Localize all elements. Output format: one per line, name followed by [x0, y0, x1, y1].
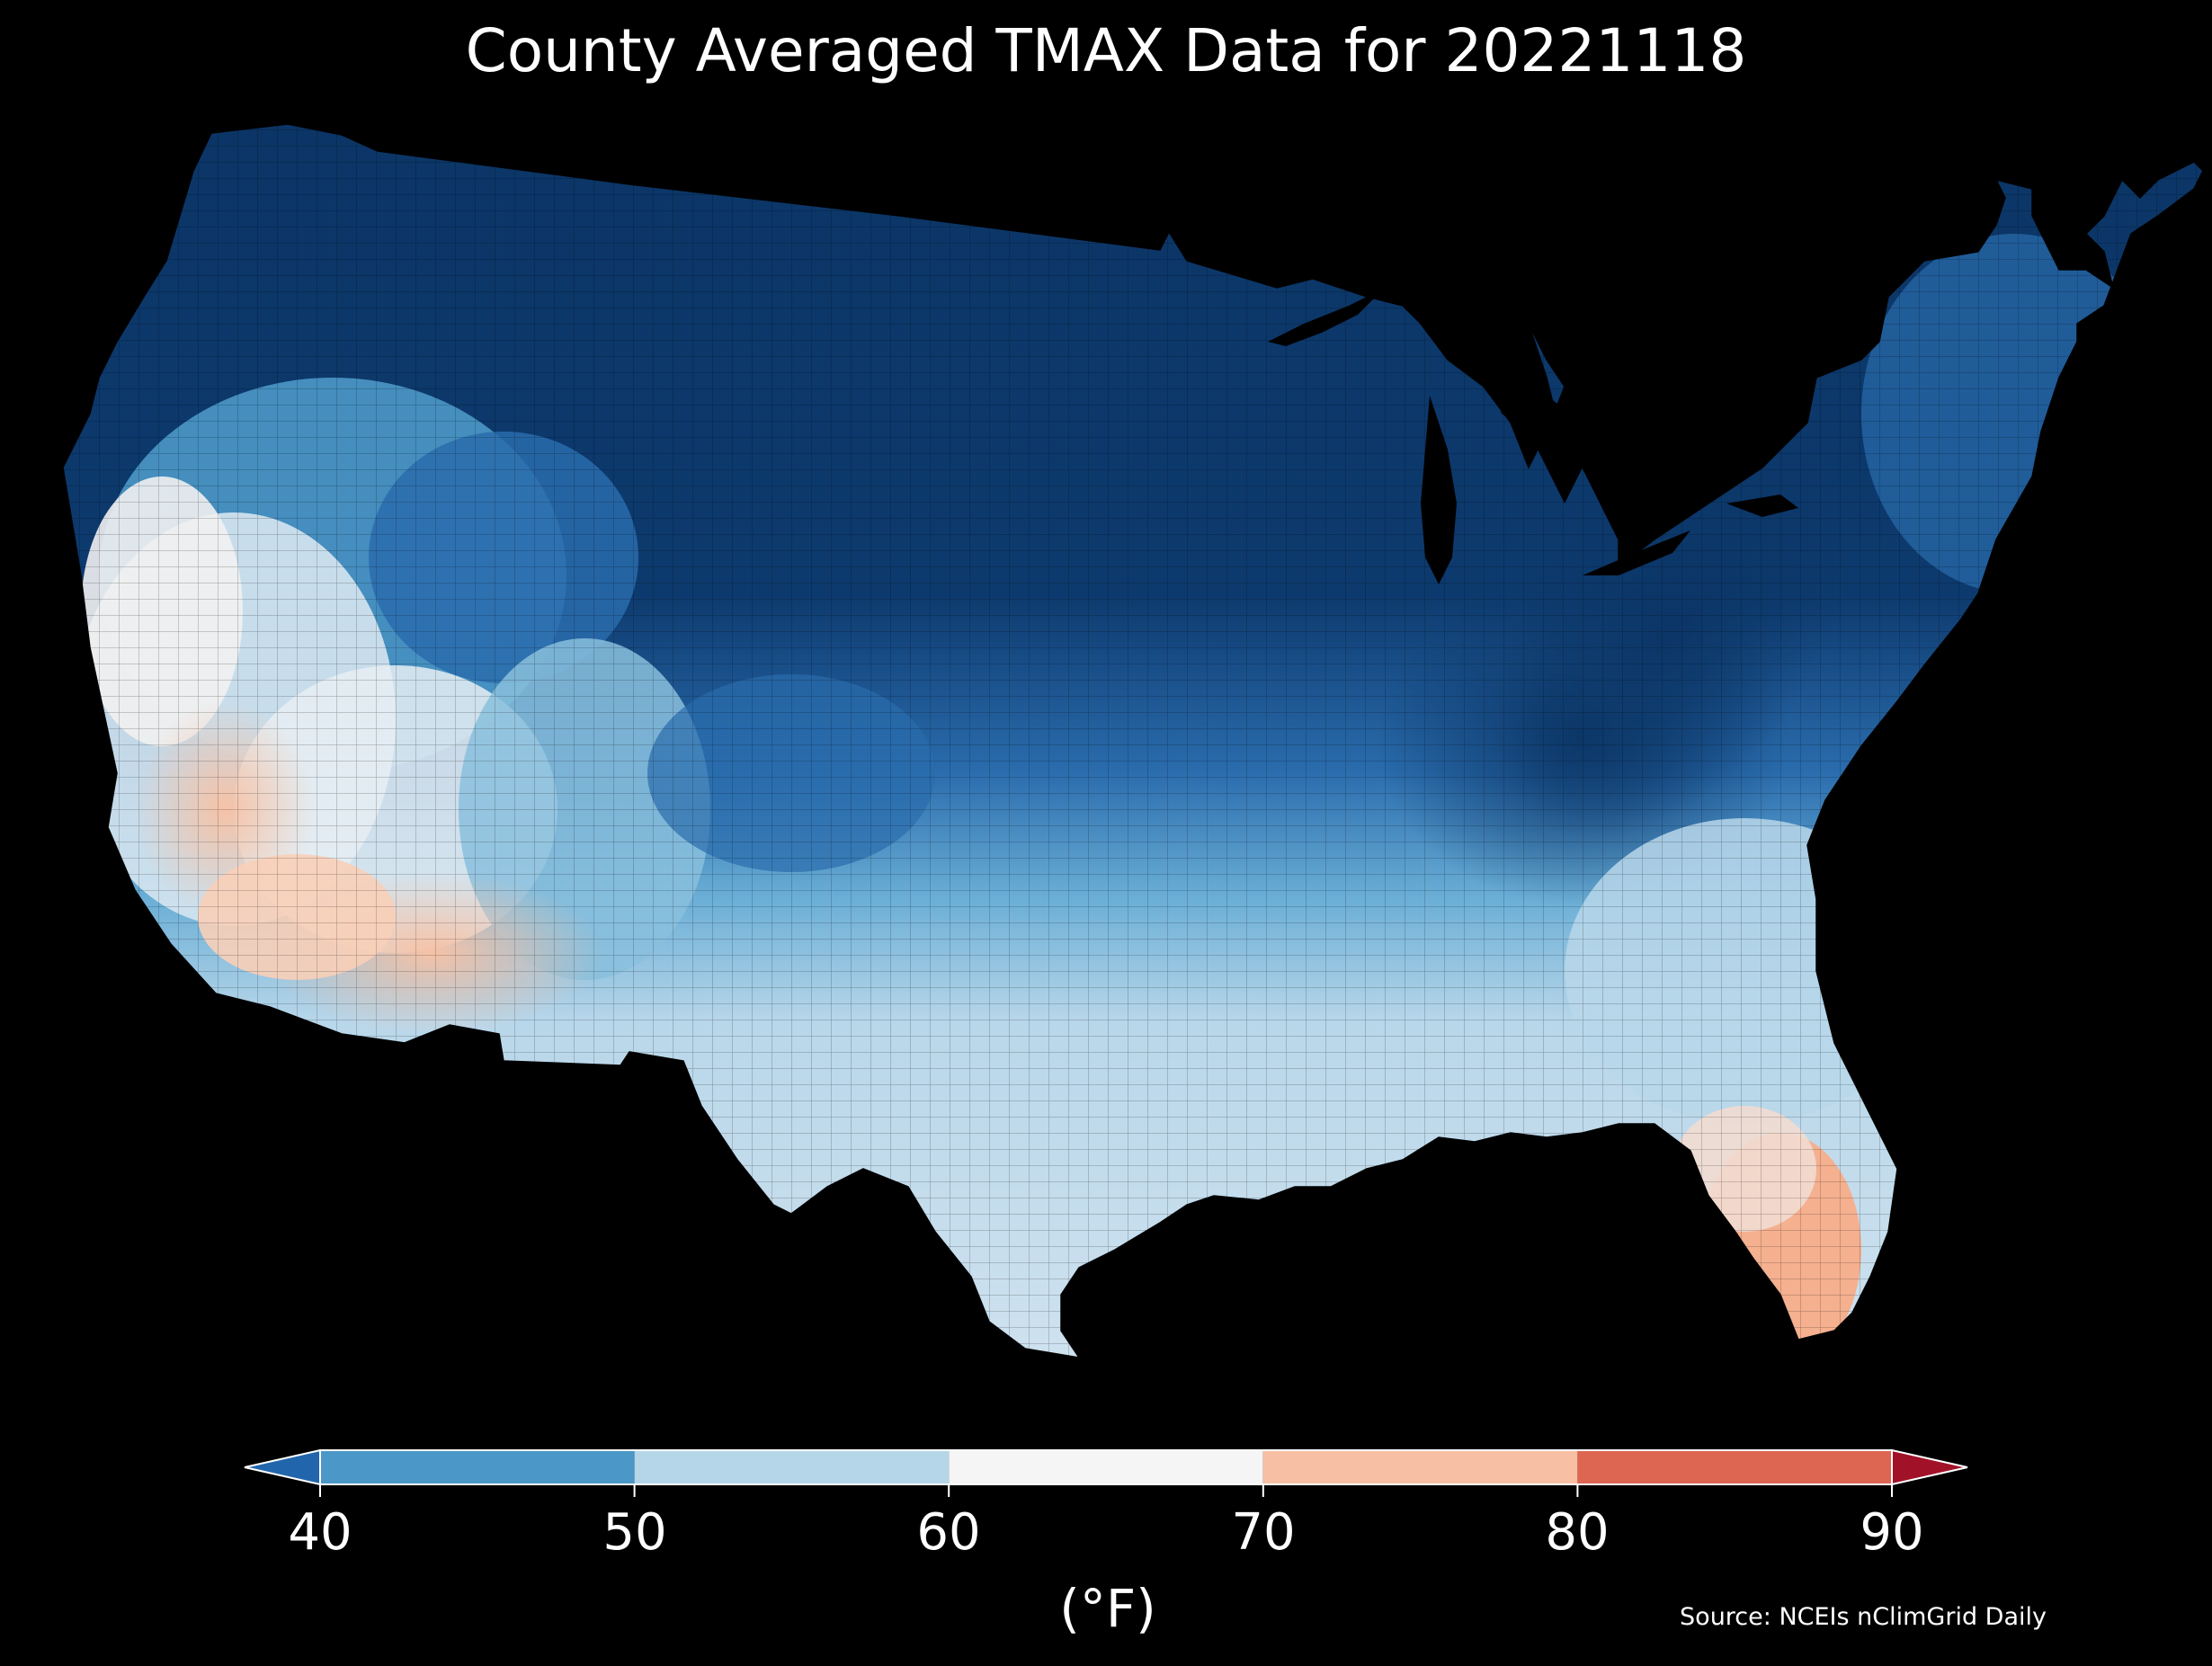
map-title: County Averaged TMAX Data for 20221118: [465, 16, 1747, 85]
colorbar-unit-label: (°F): [1059, 1578, 1156, 1639]
colorbar-outline: [319, 1449, 1893, 1485]
lake-erie: [1583, 530, 1690, 575]
lake-michigan: [1421, 396, 1457, 584]
colorbar-tick-70: 70: [1231, 1503, 1296, 1562]
colorbar-under-arrow: [244, 1448, 321, 1486]
lake-huron: [1493, 387, 1583, 503]
colorbar-bin-80-90: [1577, 1450, 1892, 1484]
colorbar-bin-40-50: [320, 1450, 635, 1484]
colorbar-tick-50: 50: [602, 1503, 667, 1562]
colorbar-tick-80: 80: [1545, 1503, 1610, 1562]
colorbar-tick-60: 60: [916, 1503, 981, 1562]
colorbar-bin-50-60: [634, 1450, 950, 1484]
lake-superior: [1268, 288, 1385, 346]
lake-ontario: [1726, 494, 1798, 517]
source-credit: Source: NCEIs nClimGrid Daily: [1680, 1603, 2047, 1631]
colorbar-tick-40: 40: [288, 1503, 352, 1562]
colorbar-bin-70-80: [1262, 1450, 1578, 1484]
colorbar-tick-90: 90: [1860, 1503, 1924, 1562]
colorbar-bin-60-70: [949, 1450, 1263, 1484]
colorbar-over-arrow: [1891, 1448, 1968, 1486]
